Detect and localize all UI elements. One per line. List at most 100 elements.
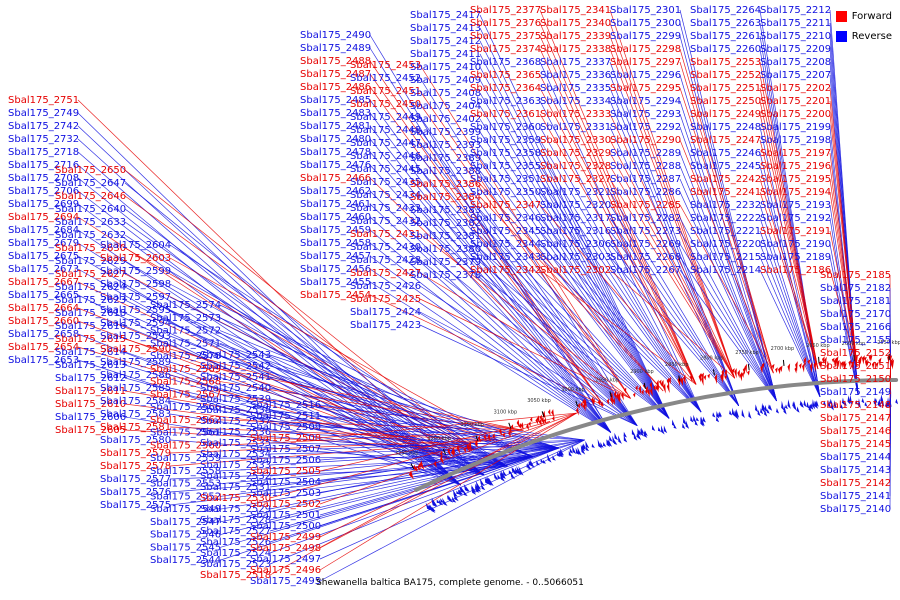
reverse-gene-label: Sbal175_2166	[820, 322, 891, 333]
genome-caption: Shewanella baltica BA175, complete genom…	[316, 578, 584, 588]
forward-feature	[632, 392, 636, 398]
label-connector	[759, 269, 821, 398]
reverse-gene-label: Sbal175_2618	[55, 308, 126, 319]
label-connector	[829, 230, 858, 367]
forward-feature	[742, 366, 746, 375]
reverse-feature	[623, 431, 627, 438]
reverse-gene-label: Sbal175_2576	[100, 487, 171, 498]
reverse-gene-label: Sbal175_2598	[100, 279, 171, 290]
forward-gene-label: Sbal175_2615	[55, 334, 126, 345]
label-connector	[609, 87, 740, 406]
reverse-feature	[585, 446, 590, 452]
forward-feature	[863, 356, 867, 362]
forward-gene-label: Sbal175_2196	[760, 161, 831, 172]
reverse-feature	[735, 408, 740, 418]
legend-forward-label: Forward	[851, 10, 892, 22]
label-connector	[759, 100, 819, 370]
label-connector	[219, 456, 533, 510]
tick-label: 3000 kbp	[561, 387, 585, 393]
reverse-gene-label: Sbal175_2404	[410, 101, 481, 112]
reverse-gene-label: Sbal175_2541	[200, 372, 271, 383]
reverse-gene-label: Sbal175_2545	[150, 542, 221, 553]
forward-feature	[635, 385, 638, 391]
reverse-gene-label: Sbal175_2445	[350, 164, 421, 175]
forward-feature	[891, 359, 895, 370]
label-connector	[609, 269, 735, 379]
forward-gene-label: Sbal175_2502	[250, 499, 321, 510]
label-connector	[479, 274, 670, 419]
label-connector	[679, 217, 777, 402]
reverse-gene-label: Sbal175_2221	[690, 226, 761, 237]
reverse-gene-label: Sbal175_2653	[8, 355, 79, 366]
reverse-feature	[766, 408, 770, 414]
reverse-feature	[888, 396, 892, 408]
forward-gene-label: Sbal175_2148	[820, 400, 891, 411]
forward-feature	[779, 365, 783, 373]
forward-feature	[492, 433, 495, 439]
label-connector	[419, 324, 638, 426]
label-connector	[124, 364, 485, 476]
forward-gene-label: Sbal175_2195	[760, 174, 831, 185]
reverse-gene-label: Sbal175_2413	[410, 23, 481, 34]
forward-gene-label: Sbal175_2384	[410, 192, 481, 203]
reverse-feature	[793, 401, 797, 411]
label-connector	[369, 151, 612, 433]
label-connector	[609, 35, 735, 379]
tick-label: 2900 kbp	[630, 369, 654, 375]
reverse-gene-label: Sbal175_2699	[8, 199, 79, 210]
reverse-gene-label: Sbal175_2212	[760, 5, 831, 16]
reverse-gene-label: Sbal175_2220	[690, 239, 761, 250]
reverse-feature	[796, 406, 800, 413]
reverse-gene-label: Sbal175_2155	[820, 335, 891, 346]
reverse-feature	[712, 412, 716, 418]
forward-feature	[536, 415, 540, 424]
label-connector	[269, 447, 559, 510]
reverse-gene-label: Sbal175_2306	[540, 239, 611, 250]
label-connector	[319, 412, 577, 472]
forward-feature	[734, 367, 737, 379]
reverse-gene-label: Sbal175_2423	[350, 320, 421, 331]
forward-feature	[463, 446, 467, 453]
label-connector	[369, 164, 612, 433]
reverse-gene-label: Sbal175_2402	[410, 114, 481, 125]
reverse-gene-label: Sbal175_2524	[200, 548, 271, 559]
reverse-gene-label: Sbal175_2288	[610, 161, 681, 172]
tick-mark	[410, 463, 415, 470]
forward-feature	[447, 448, 451, 457]
label-connector	[479, 248, 670, 419]
label-connector	[759, 204, 821, 398]
reverse-gene-label: Sbal175_2718	[8, 147, 79, 158]
reverse-gene-label: Sbal175_2389	[410, 153, 481, 164]
reverse-gene-label: Sbal175_2509	[250, 422, 321, 433]
label-connector	[609, 191, 740, 407]
reverse-feature	[527, 462, 532, 470]
forward-feature	[653, 384, 656, 391]
reverse-feature	[542, 459, 547, 464]
reverse-gene-label: Sbal175_2533	[200, 460, 271, 471]
reverse-gene-label: Sbal175_2182	[820, 283, 891, 294]
reverse-gene-label: Sbal175_2346	[470, 213, 541, 224]
reverse-feature	[552, 455, 556, 461]
forward-feature	[831, 357, 835, 363]
tick-mark	[782, 359, 785, 366]
reverse-gene-label: Sbal175_2679	[8, 238, 79, 249]
forward-gene-label: Sbal175_2333	[540, 109, 611, 120]
reverse-gene-label: Sbal175_2320	[540, 200, 611, 211]
reverse-feature	[651, 424, 656, 432]
reverse-feature	[529, 460, 534, 467]
forward-gene-label: Sbal175_2151	[820, 361, 891, 372]
label-connector	[419, 194, 638, 426]
forward-feature	[668, 376, 671, 385]
reverse-feature	[800, 401, 804, 408]
reverse-gene-label: Sbal175_2537	[200, 416, 271, 427]
label-connector	[319, 412, 577, 549]
label-connector	[479, 144, 670, 419]
forward-gene-label: Sbal175_2590	[100, 344, 171, 355]
forward-gene-label: Sbal175_2200	[760, 109, 831, 120]
forward-feature	[666, 382, 670, 394]
label-connector	[369, 203, 612, 433]
reverse-feature	[881, 397, 885, 407]
label-connector	[77, 281, 450, 460]
label-connector	[369, 281, 611, 433]
reverse-feature	[673, 424, 677, 429]
